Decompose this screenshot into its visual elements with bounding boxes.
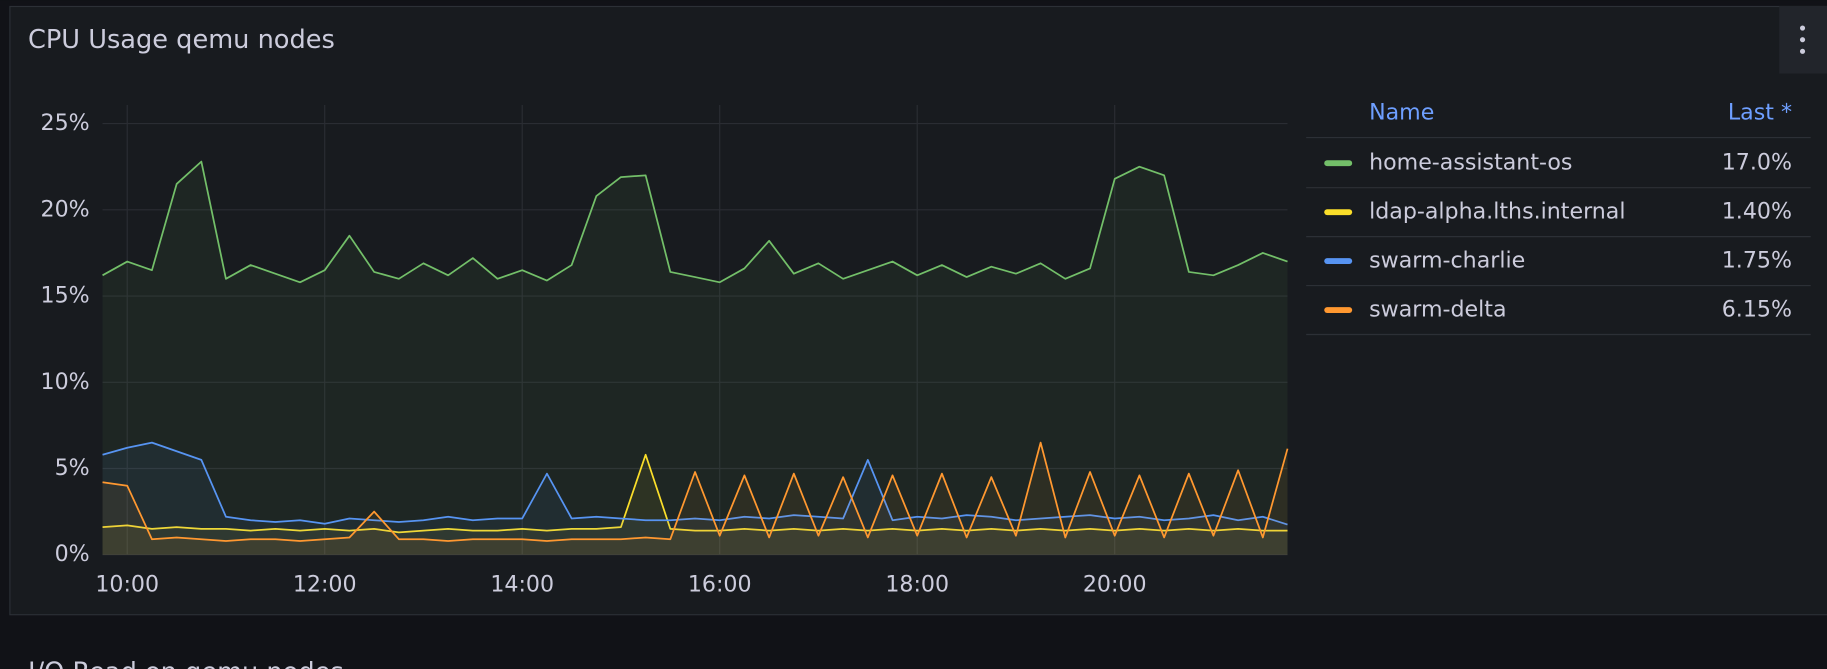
legend-last: 1.40% [1722, 199, 1792, 225]
y-tick-label: 25% [41, 110, 90, 136]
y-tick-label: 15% [41, 283, 90, 309]
x-tick-label: 14:00 [490, 572, 554, 598]
area-fill [102, 442, 1288, 555]
series-line [102, 453, 1288, 534]
legend-header[interactable]: Name [1369, 100, 1434, 126]
legend-last: 17.0% [1722, 150, 1792, 176]
x-tick-label: 20:00 [1083, 572, 1147, 598]
legend-name[interactable]: home-assistant-os [1369, 150, 1572, 176]
legend-last: 6.15% [1722, 297, 1792, 323]
menu-dot [1799, 37, 1806, 43]
x-tick-label: 16:00 [688, 572, 752, 598]
series-line [102, 441, 1289, 542]
panel-title: CPU Usage qemu nodes [28, 25, 335, 55]
y-tick-label: 5% [55, 455, 90, 481]
panel-menu[interactable] [1779, 5, 1827, 74]
legend-name[interactable]: swarm-charlie [1369, 248, 1525, 274]
y-tick-label: 10% [41, 369, 90, 395]
series-line [102, 160, 1288, 284]
panel [9, 5, 1827, 616]
y-tick-label: 0% [55, 541, 90, 567]
area-fill [102, 442, 1288, 555]
x-tick-label: 10:00 [95, 572, 159, 598]
area-fill [102, 161, 1288, 555]
legend: Name Last * home-assistant-os 17.0% ldap-a… [1306, 100, 1811, 336]
x-tick-label: 12:00 [293, 572, 357, 598]
plot: 0% 5% 10% 15% 20% 25% 10:00 12:00 14:00 16:00 18:0… [41, 104, 1289, 598]
menu-dot [1799, 25, 1806, 31]
menu-dot [1799, 48, 1806, 54]
x-tick-label: 18:00 [885, 572, 949, 598]
series-line [102, 441, 1288, 526]
next-panel-title: I/O Read on qemu nodes [28, 658, 344, 669]
legend-name[interactable]: ldap-alpha.lths.internal [1369, 199, 1625, 225]
y-tick-label: 20% [41, 196, 90, 222]
legend-name[interactable]: swarm-delta [1369, 297, 1506, 323]
legend-last: 1.75% [1722, 248, 1792, 274]
legend-header[interactable]: Last * [1728, 100, 1792, 126]
